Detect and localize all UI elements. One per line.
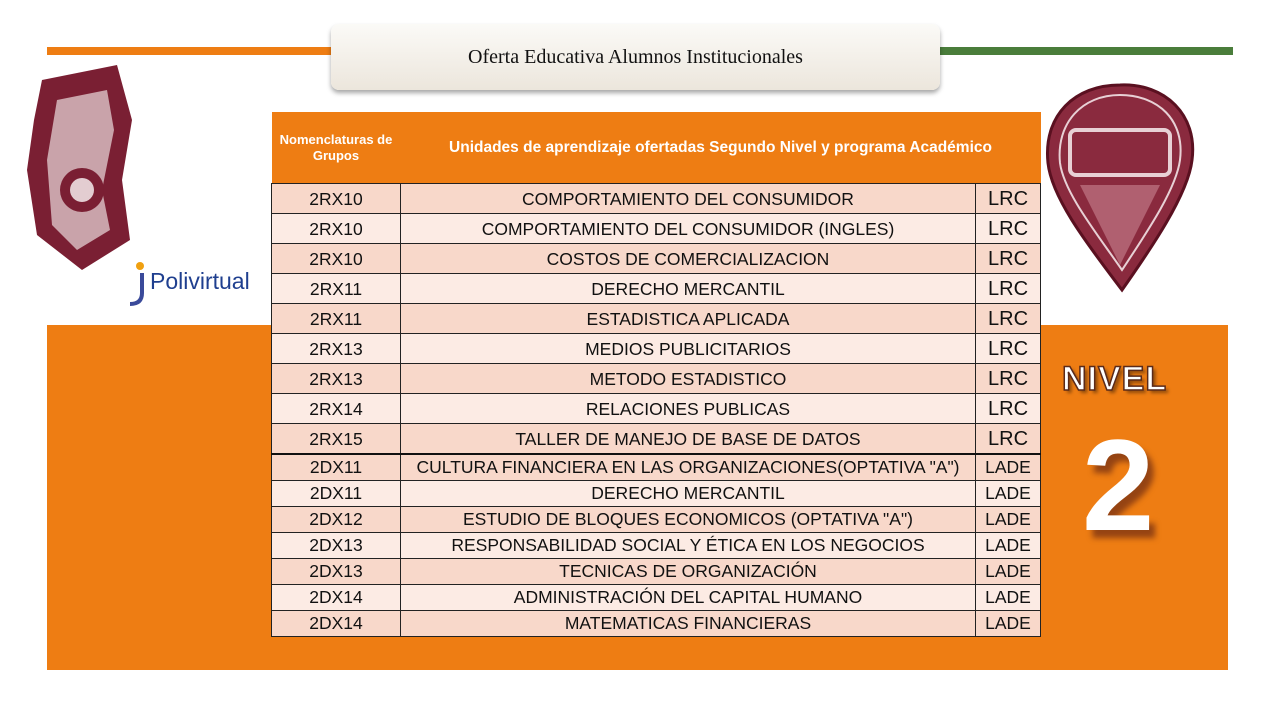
header-cell: Unidades de aprendizaje ofertadas Segund… (400, 112, 1041, 184)
unit-cell: TECNICAS DE ORGANIZACIÓN (400, 558, 976, 585)
program-cell: LADE (974, 610, 1042, 637)
table-row: 2DX12 ESTUDIO DE BLOQUES ECONOMICOS (OPTA… (271, 506, 1042, 533)
unit-cell: DERECHO MERCANTIL (400, 273, 976, 304)
esca-logo (1046, 83, 1195, 293)
program-cell: LADE (974, 558, 1042, 585)
program-cell: LRC (974, 423, 1042, 455)
table-row: 2RX10 COSTOS DE COMERCIALIZACION LRC (271, 243, 1042, 274)
unit-cell: CULTURA FINANCIERA EN LAS ORGANIZACIONES… (400, 453, 976, 481)
orange-rule (47, 47, 337, 55)
group-cell: 2RX10 (271, 183, 401, 214)
table-row: 2RX14 RELACIONES PUBLICAS LRC (271, 393, 1042, 424)
unit-cell: METODO ESTADISTICO (400, 363, 976, 394)
program-cell: LADE (974, 532, 1042, 559)
program-cell: LRC (974, 363, 1042, 394)
header-cell: Nomenclaturas de Grupos (271, 112, 401, 184)
header-row: Nomenclaturas de Grupos Unidades de apre… (271, 112, 1041, 184)
group-cell: 2RX15 (271, 423, 401, 455)
group-cell: 2DX14 (271, 610, 401, 637)
group-cell: 2RX10 (271, 243, 401, 274)
table-row: 2RX11 DERECHO MERCANTIL LRC (271, 273, 1042, 304)
title: Oferta Educativa Alumnos Institucionales (331, 24, 940, 90)
program-cell: LADE (974, 584, 1042, 611)
program-cell: LRC (974, 303, 1042, 334)
program-cell: LRC (974, 273, 1042, 304)
program-cell: LRC (974, 213, 1042, 244)
program-cell: LADE (974, 506, 1042, 533)
program-cell: LRC (974, 333, 1042, 364)
table-row: 2DX11 CULTURA FINANCIERA EN LAS ORGANIZAC… (271, 453, 1042, 481)
group-cell: 2DX13 (271, 532, 401, 559)
table-row: 2RX10 COMPORTAMIENTO DEL CONSUMIDOR (INGL… (271, 213, 1042, 244)
unit-cell: COMPORTAMIENTO DEL CONSUMIDOR (400, 183, 976, 214)
offer-table: Nomenclaturas de Grupos Unidades de apre… (271, 112, 1042, 637)
unit-cell: MATEMATICAS FINANCIERAS (400, 610, 976, 637)
polivirtual-icon (129, 262, 144, 306)
table-section: 2DX11 CULTURA FINANCIERA EN LAS ORGANIZAC… (271, 453, 1042, 637)
table-row: 2RX13 MEDIOS PUBLICITARIOS LRC (271, 333, 1042, 364)
table-row: 2RX11 ESTADISTICA APLICADA LRC (271, 303, 1042, 334)
unit-cell: ESTADISTICA APLICADA (400, 303, 976, 334)
unit-cell: COMPORTAMIENTO DEL CONSUMIDOR (INGLES) (400, 213, 976, 244)
level-label: NIVEL (1061, 359, 1168, 399)
group-cell: 2DX12 (271, 506, 401, 533)
group-cell: 2RX13 (271, 333, 401, 364)
unit-cell: COSTOS DE COMERCIALIZACION (400, 243, 976, 274)
program-cell: LADE (974, 453, 1042, 481)
table-row: 2DX14 MATEMATICAS FINANCIERAS LADE (271, 610, 1042, 637)
group-cell: 2RX11 (271, 303, 401, 334)
table-row: 2RX10 COMPORTAMIENTO DEL CONSUMIDOR LRC (271, 183, 1042, 214)
table-row: 2RX15 TALLER DE MANEJO DE BASE DE DATOS LR… (271, 423, 1042, 455)
unit-cell: ESTUDIO DE BLOQUES ECONOMICOS (OPTATIVA … (400, 506, 976, 533)
ipn-logo (27, 65, 132, 270)
unit-cell: DERECHO MERCANTIL (400, 480, 976, 507)
virtual: virtual (188, 268, 250, 294)
group-cell: 2DX14 (271, 584, 401, 611)
table-row: 2RX13 METODO ESTADISTICO LRC (271, 363, 1042, 394)
table-row: 2DX13 TECNICAS DE ORGANIZACIÓN LADE (271, 558, 1042, 585)
table-section: 2RX10 COMPORTAMIENTO DEL CONSUMIDOR LRC 2RX… (271, 183, 1042, 455)
unit-cell: ADMINISTRACIÓN DEL CAPITAL HUMANO (400, 584, 976, 611)
poli: Poli (150, 268, 189, 294)
table-row: 2DX13 RESPONSABILIDAD SOCIAL Y ÉTICA EN L… (271, 532, 1042, 559)
polivirtual: Polivirtual (150, 268, 250, 295)
group-cell: 2RX13 (271, 363, 401, 394)
group-cell: 2DX11 (271, 453, 401, 481)
unit-cell: TALLER DE MANEJO DE BASE DE DATOS (400, 423, 976, 455)
unit-cell: MEDIOS PUBLICITARIOS (400, 333, 976, 364)
program-cell: LRC (974, 393, 1042, 424)
group-cell: 2RX14 (271, 393, 401, 424)
program-cell: LRC (974, 183, 1042, 214)
program-cell: LRC (974, 243, 1042, 274)
table-row: 2DX11 DERECHO MERCANTIL LADE (271, 480, 1042, 507)
group-cell: 2DX11 (271, 480, 401, 507)
unit-cell: RELACIONES PUBLICAS (400, 393, 976, 424)
table-row: 2DX14 ADMINISTRACIÓN DEL CAPITAL HUMANO LA… (271, 584, 1042, 611)
group-cell: 2RX10 (271, 213, 401, 244)
program-cell: LADE (974, 480, 1042, 507)
group-cell: 2RX11 (271, 273, 401, 304)
group-cell: 2DX13 (271, 558, 401, 585)
green-rule (935, 47, 1233, 55)
level-number: 2 (1082, 412, 1155, 558)
unit-cell: RESPONSABILIDAD SOCIAL Y ÉTICA EN LOS NE… (400, 532, 976, 559)
